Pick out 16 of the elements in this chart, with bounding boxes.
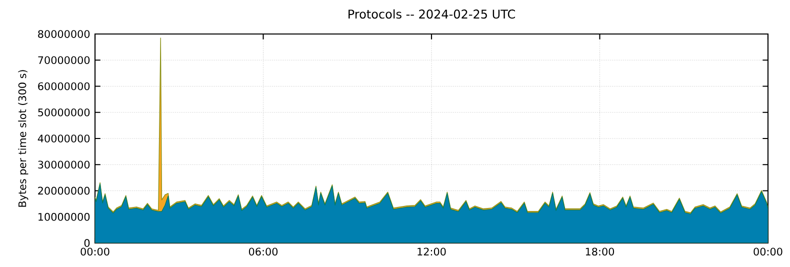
x-tick-label: 06:00: [248, 248, 278, 256]
y-axis-title: Bytes per time slot (300 s): [18, 70, 28, 207]
x-tick-label: 18:00: [586, 248, 614, 256]
y-tick-label: 70000000: [38, 56, 90, 64]
x-tick-label: 00:00: [80, 248, 110, 256]
y-tick-label: 50000000: [38, 108, 90, 116]
x-tick-label: 00:00: [754, 248, 782, 256]
y-tick-label: 10000000: [38, 212, 90, 221]
chart-title: Protocols -- 2024-02-25 UTC: [348, 9, 515, 19]
y-tick-label: 40000000: [38, 134, 90, 142]
y-tick-label: 80000000: [38, 30, 90, 38]
y-tick-label: 0: [84, 239, 90, 247]
x-tick-label: 12:00: [418, 248, 446, 256]
y-tick-label: 20000000: [38, 186, 90, 195]
y-tick-label: 60000000: [38, 82, 90, 90]
y-tick-label: 30000000: [38, 160, 90, 169]
